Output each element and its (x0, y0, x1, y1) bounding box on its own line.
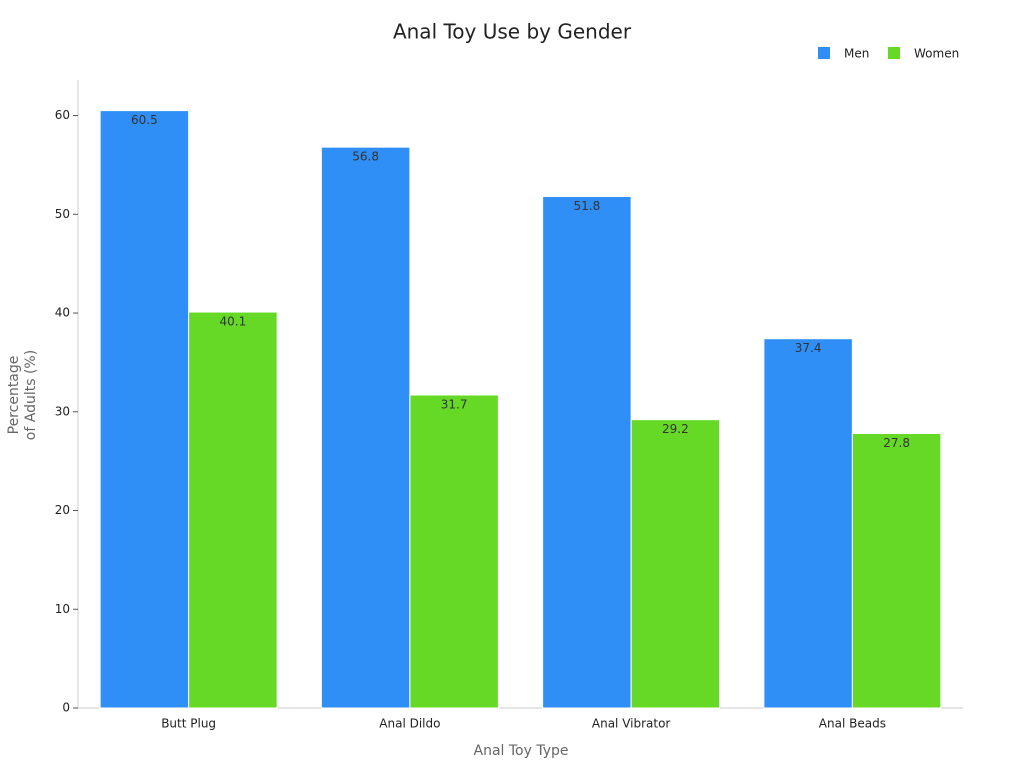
bar (630, 419, 721, 709)
bar (542, 196, 632, 709)
legend-swatch (818, 47, 830, 59)
y-tick-label: 20 (55, 503, 70, 517)
legend-swatch (888, 47, 900, 59)
bar (763, 338, 853, 709)
value-label: 31.7 (441, 397, 468, 411)
legend-label: Women (914, 47, 959, 61)
bar (851, 432, 942, 709)
y-tick-label: 10 (55, 602, 70, 616)
bar (409, 394, 499, 709)
y-tick-label: 30 (55, 404, 70, 418)
x-axis-title: Anal Toy Type (474, 743, 569, 759)
x-tick-label: Butt Plug (161, 717, 216, 731)
value-label: 40.1 (220, 315, 247, 329)
chart-title: Anal Toy Use by Gender (393, 20, 632, 44)
value-label: 27.8 (883, 436, 910, 450)
legend-label: Men (844, 47, 869, 61)
value-label: 60.5 (131, 113, 158, 127)
bar (188, 311, 278, 709)
x-tick-label: Anal Beads (819, 717, 886, 731)
y-tick-label: 60 (55, 108, 70, 122)
y-tick-label: 0 (62, 701, 70, 715)
y-tick-label: 50 (55, 207, 70, 221)
bar (320, 146, 411, 709)
value-label: 56.8 (352, 150, 379, 164)
bar (99, 110, 190, 709)
x-tick-label: Anal Dildo (379, 717, 440, 731)
value-label: 37.4 (795, 341, 822, 355)
y-axis-title: Percentage (6, 356, 22, 435)
x-tick-label: Anal Vibrator (592, 717, 671, 731)
y-tick-label: 40 (55, 306, 70, 320)
y-axis-title: of Adults (%) (23, 350, 39, 440)
value-label: 51.8 (574, 199, 601, 213)
value-label: 29.2 (662, 422, 689, 436)
